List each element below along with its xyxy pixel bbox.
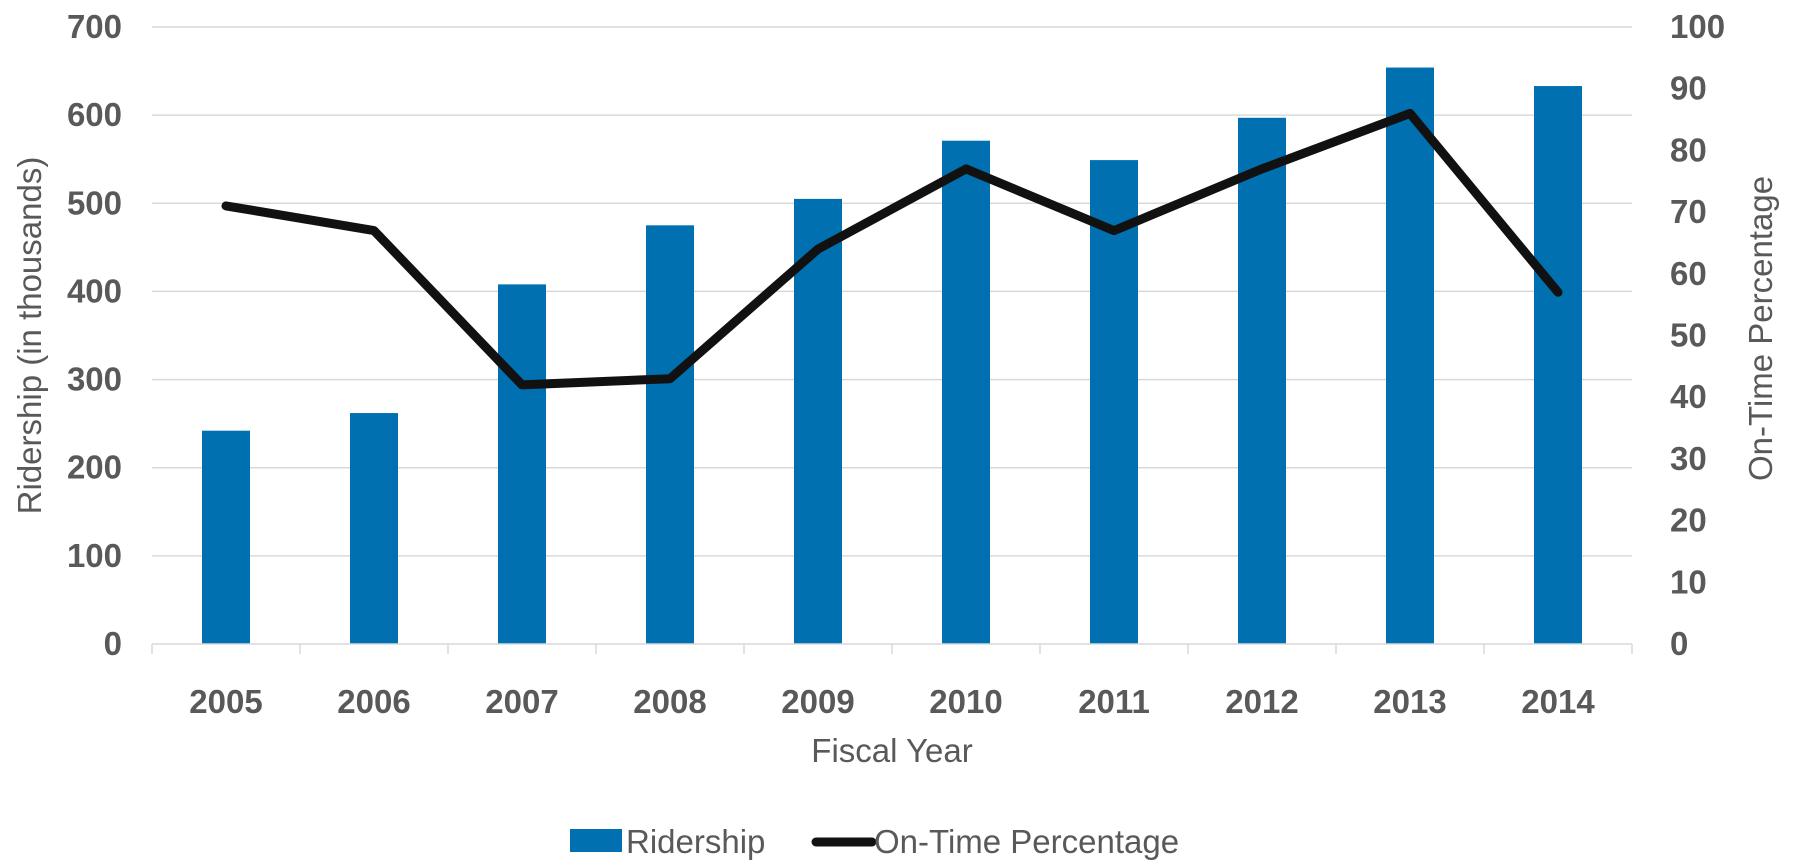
x-tick-label: 2012 <box>1225 683 1298 720</box>
right-tick-label: 50 <box>1670 317 1707 354</box>
on-time-line <box>221 108 1563 390</box>
legend-label-on-time: On-Time Percentage <box>874 823 1179 860</box>
on-time-point-2012 <box>1261 168 1263 170</box>
x-tick-label: 2011 <box>1078 683 1150 720</box>
bar-2012 <box>1238 117 1286 645</box>
on-time-point-2014 <box>1557 291 1559 293</box>
left-tick-label: 600 <box>67 96 122 133</box>
bar-2005 <box>202 430 250 644</box>
left-tick-label: 100 <box>67 537 122 574</box>
x-tick-label: 2006 <box>337 683 410 720</box>
x-tick-label: 2007 <box>485 683 558 720</box>
bar-2006 <box>350 413 398 644</box>
left-tick-label: 700 <box>67 8 122 45</box>
bar-2007 <box>498 284 546 644</box>
on-time-series-line <box>221 108 1563 390</box>
right-axis-title: On-Time Percentage <box>1742 176 1779 481</box>
legend-swatch-ridership <box>570 829 622 852</box>
left-tick-label: 0 <box>104 625 122 662</box>
right-tick-label: 100 <box>1670 8 1725 45</box>
right-tick-label: 20 <box>1670 502 1707 539</box>
x-tick-label: 2009 <box>781 683 854 720</box>
right-tick-label: 40 <box>1670 378 1707 415</box>
x-tick-label: 2005 <box>189 683 262 720</box>
right-tick-label: 80 <box>1670 131 1707 168</box>
bar-2014 <box>1534 86 1582 644</box>
x-tick-label: 2013 <box>1373 683 1446 720</box>
on-time-point-2007 <box>521 384 523 386</box>
axes <box>151 643 1633 654</box>
bar-2010 <box>942 140 990 644</box>
on-time-point-2008 <box>669 378 671 380</box>
left-axis-title: Ridership (in thousands) <box>11 157 48 515</box>
left-tick-label: 300 <box>67 361 122 398</box>
left-tick-label: 400 <box>67 272 122 309</box>
bar-2013 <box>1386 67 1434 644</box>
ridership-bars <box>202 67 1582 645</box>
bar-2009 <box>794 198 842 644</box>
right-tick-label: 0 <box>1670 625 1688 662</box>
left-axis-ticks: 0 100 200 300 400 500 600 700 <box>67 8 122 662</box>
right-tick-label: 60 <box>1670 255 1707 292</box>
left-tick-label: 500 <box>67 184 122 221</box>
on-time-point-2005 <box>225 205 227 207</box>
right-tick-label: 70 <box>1670 193 1707 230</box>
bar-2008 <box>646 225 694 645</box>
x-axis-title: Fiscal Year <box>811 732 972 769</box>
right-tick-label: 90 <box>1670 70 1707 107</box>
on-time-point-2009 <box>817 248 819 250</box>
on-time-point-2013 <box>1409 112 1411 114</box>
x-tick-label: 2008 <box>633 683 706 720</box>
x-tick-label: 2010 <box>929 683 1002 720</box>
x-axis-ticks: 2005 2006 2007 2008 2009 2010 2011 2012 2013 2014 <box>189 683 1595 720</box>
legend: Ridership On-Time Percentage <box>570 823 1179 860</box>
bar-2011 <box>1090 160 1138 645</box>
right-tick-label: 30 <box>1670 440 1707 477</box>
right-axis-ticks: 0 10 20 30 40 50 60 70 80 90 100 <box>1670 8 1725 662</box>
on-time-point-2006 <box>373 230 375 232</box>
right-tick-label: 10 <box>1670 563 1707 600</box>
gridlines <box>152 26 1632 557</box>
x-tick-label: 2014 <box>1521 683 1595 720</box>
legend-label-ridership: Ridership <box>626 823 765 860</box>
on-time-point-2011 <box>1113 230 1115 232</box>
on-time-point-2010 <box>965 168 967 170</box>
left-tick-label: 200 <box>67 449 122 486</box>
